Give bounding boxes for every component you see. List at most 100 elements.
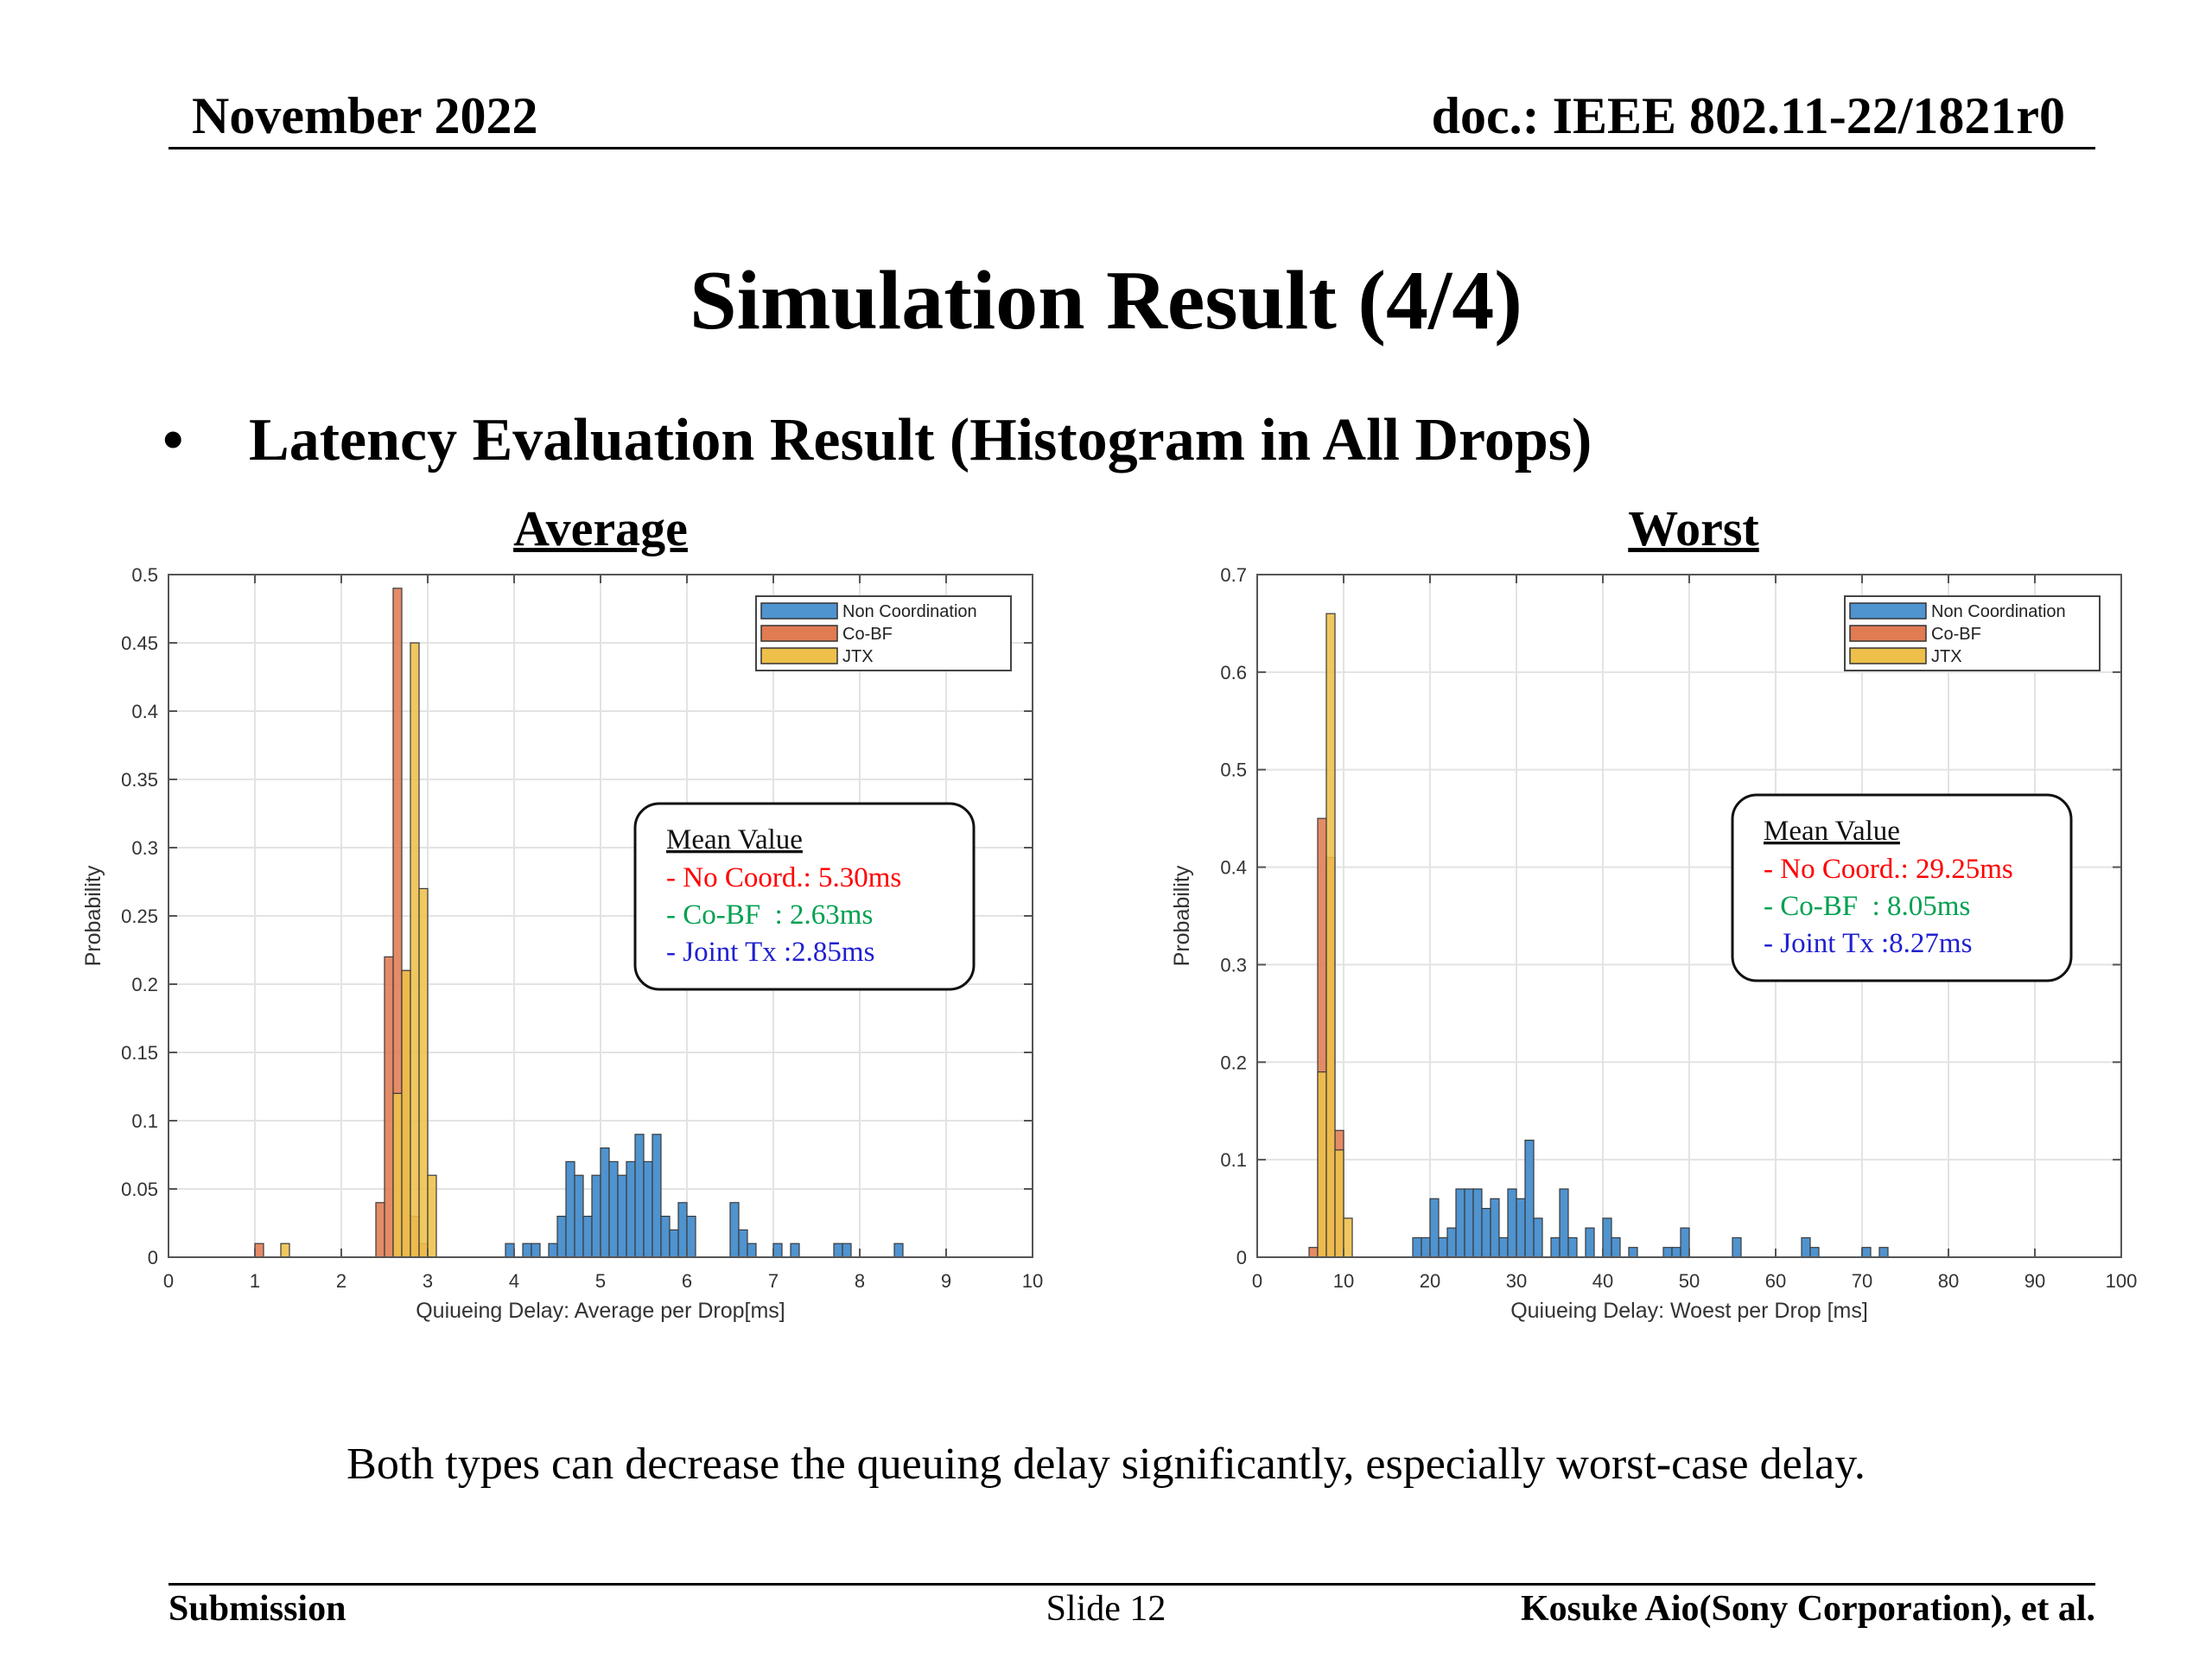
worst-y-tick-label: 0.6 xyxy=(1220,662,1247,683)
average-legend-label: Non Coordination xyxy=(842,602,977,621)
average-legend-swatch xyxy=(760,647,838,664)
worst-bar xyxy=(1507,1188,1517,1258)
average-bar xyxy=(608,1160,619,1258)
worst-legend-label: Non Coordination xyxy=(1931,602,2066,621)
worst-y-tick-label: 0.2 xyxy=(1220,1052,1247,1073)
worst-y-axis-label: Probability xyxy=(1170,865,1194,966)
average-bar xyxy=(669,1229,679,1258)
average-y-tick-label: 0.5 xyxy=(131,564,158,586)
average-bar xyxy=(410,642,420,1258)
average-bar xyxy=(747,1243,757,1258)
footer-rule xyxy=(168,1583,2095,1586)
average-x-tick-label: 9 xyxy=(941,1270,951,1292)
average-bar xyxy=(833,1243,843,1258)
average-bar xyxy=(617,1174,627,1258)
average-x-tick-label: 6 xyxy=(682,1270,692,1292)
average-y-tick-label: 0 xyxy=(148,1247,158,1268)
average-bar xyxy=(729,1202,740,1258)
average-bar xyxy=(565,1160,575,1258)
average-bar xyxy=(280,1243,290,1258)
worst-x-tick-label: 30 xyxy=(1506,1270,1527,1292)
worst-bar xyxy=(1628,1247,1638,1258)
average-x-axis-label: Quiueing Delay: Average per Drop[ms] xyxy=(416,1299,785,1323)
worst-bar xyxy=(1611,1236,1621,1258)
average-series-non-coordination xyxy=(505,1134,904,1258)
average-legend-swatch xyxy=(760,625,838,642)
average-bar xyxy=(531,1243,541,1258)
average-bar xyxy=(384,956,394,1258)
conclusion-text: Both types can decrease the queuing dela… xyxy=(346,1440,1866,1489)
average-bar xyxy=(600,1147,610,1258)
average-bar xyxy=(643,1160,653,1258)
worst-mean-value-line: - Co-BF : 8.05ms xyxy=(1764,891,1970,922)
average-bar xyxy=(652,1134,662,1258)
average-series-jtx xyxy=(280,642,437,1258)
worst-x-tick-label: 10 xyxy=(1333,1270,1354,1292)
average-bar xyxy=(522,1243,532,1258)
worst-bar xyxy=(1472,1188,1483,1258)
worst-y-tick-label: 0 xyxy=(1236,1247,1247,1268)
worst-legend: Non Coordination Co-BF JTX xyxy=(1844,595,2101,671)
worst-y-tick-label: 0.5 xyxy=(1220,760,1247,781)
average-y-tick-label: 0.2 xyxy=(131,974,158,995)
worst-bar xyxy=(1732,1236,1742,1258)
average-bar xyxy=(738,1229,748,1258)
worst-y-tick-label: 0.3 xyxy=(1220,954,1247,976)
average-bar xyxy=(548,1243,558,1258)
worst-bar xyxy=(1481,1207,1491,1258)
worst-bar xyxy=(1325,613,1336,1258)
worst-x-tick-label: 20 xyxy=(1420,1270,1440,1292)
average-mean-value-line: - No Coord.: 5.30ms xyxy=(666,862,901,893)
worst-series-jtx xyxy=(1317,613,1353,1258)
worst-bar xyxy=(1559,1188,1569,1258)
worst-bar xyxy=(1680,1227,1690,1258)
average-mean-value-box: Mean Value - No Coord.: 5.30ms - Co-BF : 2… xyxy=(633,802,976,991)
worst-bar xyxy=(1343,1217,1353,1258)
worst-bar xyxy=(1464,1188,1474,1258)
average-mean-value-line: - Joint Tx :2.85ms xyxy=(666,937,874,968)
average-y-tick-label: 0.1 xyxy=(131,1110,158,1132)
worst-legend-label: JTX xyxy=(1931,647,1962,666)
average-mean-value-line: - Co-BF : 2.63ms xyxy=(666,899,873,931)
average-bar xyxy=(686,1215,696,1258)
worst-mean-value-line: - Joint Tx :8.27ms xyxy=(1764,928,1972,959)
worst-legend-swatch xyxy=(1849,602,1927,620)
worst-bar xyxy=(1671,1247,1681,1258)
average-bar xyxy=(842,1243,852,1258)
average-bar xyxy=(790,1243,800,1258)
worst-bar xyxy=(1533,1217,1543,1258)
average-bar xyxy=(660,1215,671,1258)
average-bar xyxy=(634,1134,645,1258)
average-x-tick-label: 0 xyxy=(163,1270,174,1292)
average-bar xyxy=(591,1174,601,1258)
worst-chart-title: Worst xyxy=(1628,500,1759,556)
worst-bar xyxy=(1567,1236,1578,1258)
header-date: November 2022 xyxy=(192,87,538,144)
worst-legend-swatch xyxy=(1849,625,1927,642)
average-chart-title: Average xyxy=(513,500,688,556)
worst-mean-value-heading: Mean Value xyxy=(1764,816,1900,847)
average-y-tick-label: 0.4 xyxy=(131,701,158,722)
worst-x-tick-label: 90 xyxy=(2024,1270,2045,1292)
worst-x-tick-label: 40 xyxy=(1592,1270,1613,1292)
worst-bar xyxy=(1801,1236,1811,1258)
worst-bar xyxy=(1429,1198,1440,1258)
worst-bar xyxy=(1809,1247,1820,1258)
average-y-tick-label: 0.35 xyxy=(121,769,158,791)
average-bar xyxy=(893,1243,904,1258)
average-y-tick-label: 0.45 xyxy=(121,632,158,654)
average-x-tick-label: 2 xyxy=(336,1270,346,1292)
average-x-tick-label: 1 xyxy=(250,1270,260,1292)
worst-mean-value-line: - No Coord.: 29.25ms xyxy=(1764,854,2013,885)
bullet-icon: • xyxy=(162,407,184,474)
average-mean-value-frame xyxy=(633,802,976,991)
average-bar xyxy=(626,1160,636,1258)
average-legend: Non Coordination Co-BF JTX xyxy=(755,595,1012,671)
worst-x-tick-label: 0 xyxy=(1252,1270,1262,1292)
worst-histogram: 0 10 20 30 40 50 60 70 80 90 100 0 0.1 0.2 0.3 0.4 0.5 0.… xyxy=(1170,564,2137,1323)
worst-bar xyxy=(1585,1227,1595,1258)
average-x-tick-label: 3 xyxy=(423,1270,433,1292)
average-x-tick-label: 7 xyxy=(768,1270,779,1292)
average-legend-label: Co-BF xyxy=(842,625,893,644)
average-bar xyxy=(254,1243,264,1258)
